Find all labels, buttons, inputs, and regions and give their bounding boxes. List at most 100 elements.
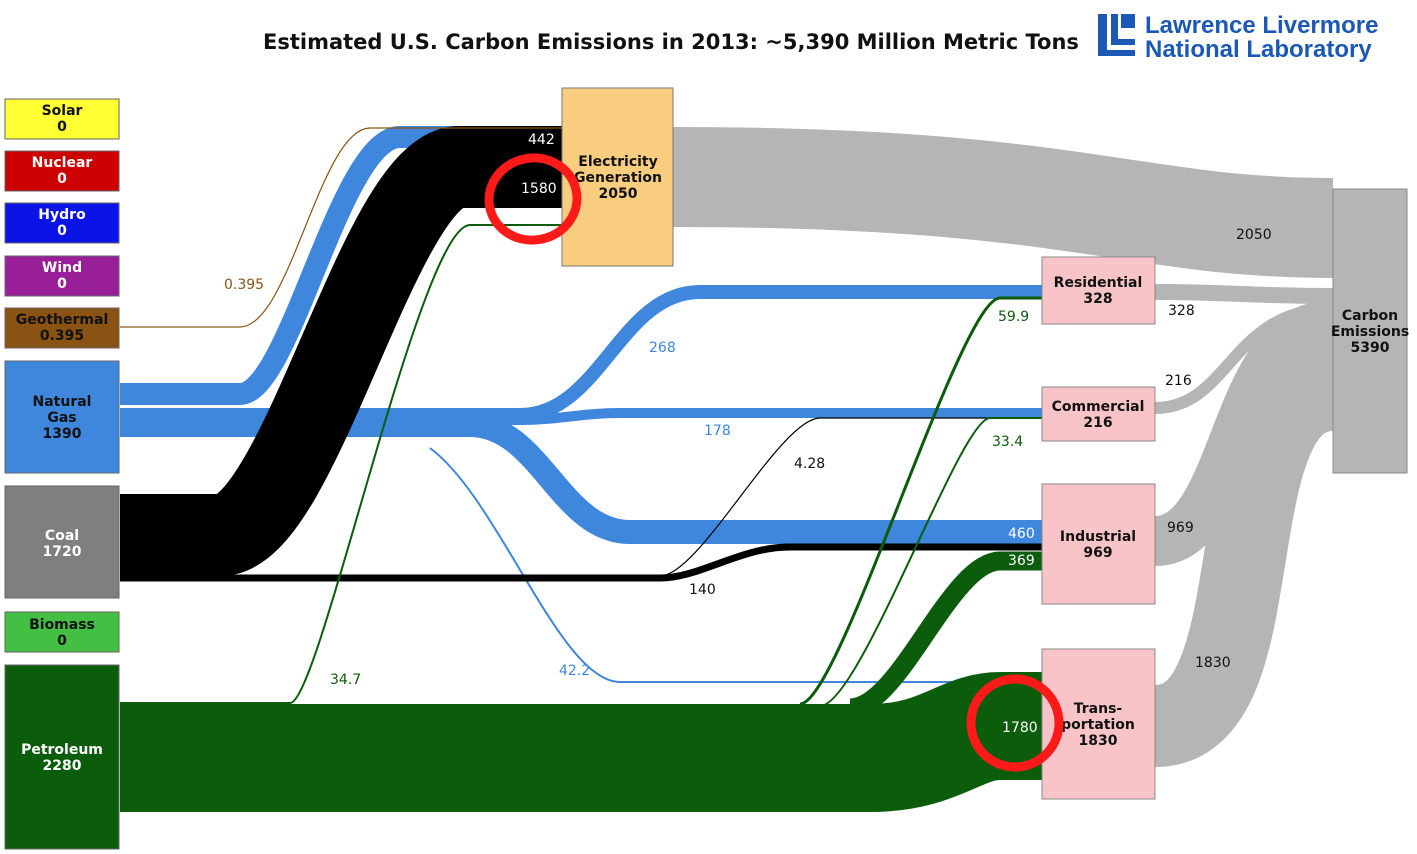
source-boxes: Solar 0 Nuclear 0 Hydro 0 Wind 0 Geother…: [4, 98, 120, 850]
industrial-name: Industrial: [1060, 529, 1136, 545]
page-title: Estimated U.S. Carbon Emissions in 2013:…: [263, 30, 1079, 54]
electricity-name-line2: Generation: [574, 170, 662, 186]
llnl-logo-mark: [1098, 14, 1135, 56]
label-gas-industrial: 460: [1008, 526, 1035, 542]
label-commercial-emissions: 216: [1165, 373, 1192, 389]
logo-line-1: Lawrence Livermore: [1145, 12, 1378, 39]
label-electricity-emissions: 2050: [1236, 227, 1272, 243]
transportation-value: 1830: [1079, 733, 1118, 749]
biomass-name: Biomass: [29, 617, 95, 633]
label-gas-residential: 268: [649, 340, 676, 356]
emissions-value: 5390: [1351, 340, 1390, 356]
geothermal-name: Geothermal: [16, 312, 109, 328]
coal-box: [4, 485, 120, 599]
electricity-value: 2050: [599, 186, 638, 202]
wind-box: [4, 255, 120, 297]
label-gas-commercial: 178: [704, 423, 731, 439]
flow-petroleum-to-commercial: [819, 417, 1042, 707]
label-gas-electricity: 442: [528, 132, 555, 148]
carbon-emissions-node: Carbon Emissions 5390: [1331, 188, 1409, 474]
petroleum-box: [4, 664, 120, 850]
sector-boxes: Residential 328 Commercial 216 Industria…: [1041, 256, 1156, 800]
transportation-name-line1: Trans-: [1074, 701, 1123, 717]
label-coal-commercial: 4.28: [794, 456, 825, 472]
highlight-circle-1580: [484, 153, 582, 245]
flow-gas-to-residential: [120, 285, 1042, 422]
flow-labels: 0.395 442 1580 34.7 268 178 460 42.2 4.2…: [224, 132, 1272, 736]
logo-line-2: National Laboratory: [1145, 36, 1372, 63]
nuclear-box: [4, 150, 120, 192]
commercial-box: [1041, 386, 1156, 442]
flow-industrial-to-emissions: [1152, 300, 1336, 566]
coal-value: 1720: [43, 544, 82, 560]
highlight-circle-1780: [966, 674, 1064, 772]
flow-residential-to-emissions: [1154, 284, 1334, 304]
hydro-box: [4, 202, 120, 244]
flow-coal-to-industrial: [120, 543, 1042, 582]
flow-electricity-to-emissions: [672, 127, 1334, 278]
flows: [120, 126, 1338, 812]
flow-petroleum-to-transportation: [120, 672, 1042, 812]
label-gas-transportation: 42.2: [559, 663, 590, 679]
electricity-name-line1: Electricity: [578, 154, 657, 170]
industrial-box: [1041, 483, 1156, 605]
petroleum-name: Petroleum: [21, 742, 103, 758]
natural-gas-name-line1: Natural: [33, 394, 92, 410]
label-petroleum-transportation: 1780: [1002, 720, 1038, 736]
flow-gas-to-industrial: [120, 413, 1042, 544]
biomass-box: [4, 611, 120, 653]
geothermal-value: 0.395: [40, 328, 84, 344]
geothermal-box: [4, 307, 120, 349]
highlight-circles: [484, 153, 1064, 772]
label-industrial-emissions: 969: [1167, 520, 1194, 536]
wind-name: Wind: [42, 260, 82, 276]
label-residential-emissions: 328: [1168, 303, 1195, 319]
flow-commercial-to-emissions: [1154, 303, 1334, 414]
flow-geothermal-to-electricity: [120, 127, 562, 328]
industrial-value: 969: [1083, 545, 1112, 561]
label-geothermal-electricity: 0.395: [224, 277, 264, 293]
flow-gas-to-transportation: [429, 447, 1042, 683]
residential-box: [1041, 256, 1156, 325]
llnl-logo: Lawrence Livermore National Laboratory: [1098, 12, 1378, 63]
label-coal-electricity: 1580: [521, 181, 557, 197]
commercial-value: 216: [1083, 415, 1112, 431]
flow-gas-to-electricity: [120, 126, 562, 405]
flow-transportation-to-emissions: [1150, 349, 1338, 767]
petroleum-value: 2280: [43, 758, 82, 774]
solar-value: 0: [57, 119, 67, 135]
emissions-name-line2: Emissions: [1331, 324, 1409, 340]
label-petroleum-residential: 59.9: [998, 309, 1029, 325]
flow-petroleum-to-electricity: [120, 224, 562, 704]
biomass-value: 0: [57, 633, 67, 649]
natural-gas-value: 1390: [43, 426, 82, 442]
label-coal-industrial: 140: [689, 582, 716, 598]
label-transportation-emissions: 1830: [1195, 655, 1231, 671]
label-petroleum-electricity: 34.7: [330, 672, 361, 688]
flow-gas-to-commercial: [120, 408, 1042, 425]
flow-petroleum-to-residential: [799, 296, 1042, 706]
solar-box: [4, 98, 120, 140]
emissions-name-line1: Carbon: [1342, 308, 1398, 324]
electricity-generation-node: Electricity Generation 2050: [561, 87, 674, 267]
transportation-name-line2: portation: [1061, 717, 1135, 733]
commercial-name: Commercial: [1052, 399, 1145, 415]
label-petroleum-industrial: 369: [1008, 553, 1035, 569]
flow-coal-to-commercial: [659, 417, 1042, 577]
nuclear-name: Nuclear: [32, 155, 93, 171]
hydro-name: Hydro: [38, 207, 86, 223]
carbon-emissions-box: [1332, 188, 1408, 474]
coal-name: Coal: [45, 528, 79, 544]
flow-petroleum-to-industrial: [848, 551, 1042, 718]
hydro-value: 0: [57, 223, 67, 239]
wind-value: 0: [57, 276, 67, 292]
nuclear-value: 0: [57, 171, 67, 187]
solar-name: Solar: [42, 103, 83, 119]
residential-name: Residential: [1054, 275, 1143, 291]
residential-value: 328: [1083, 291, 1112, 307]
label-petroleum-commercial: 33.4: [992, 434, 1023, 450]
natural-gas-box: [4, 360, 120, 474]
flow-coal-to-electricity: [120, 126, 562, 576]
natural-gas-name-line2: Gas: [47, 410, 76, 426]
